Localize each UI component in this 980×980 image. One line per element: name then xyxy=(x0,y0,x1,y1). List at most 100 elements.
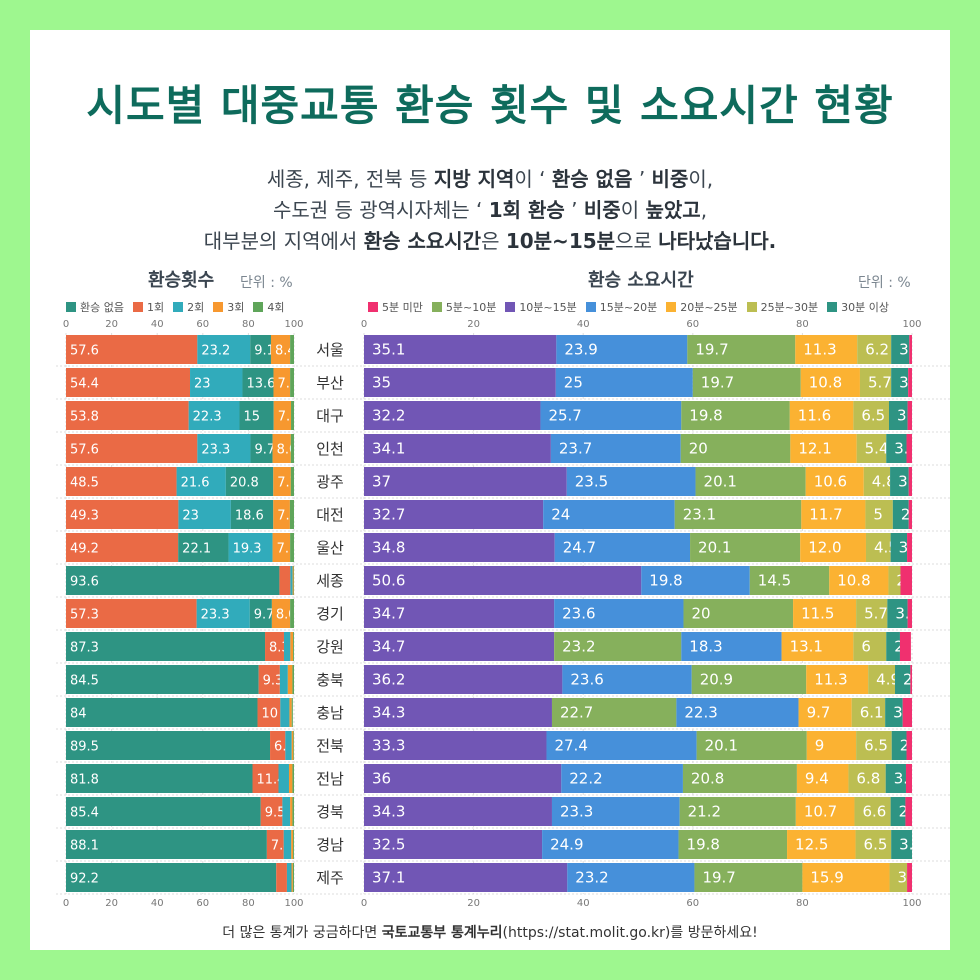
subtitle-text: 세종, 제주, 전북 등 xyxy=(266,167,434,191)
bar-segment xyxy=(66,797,261,826)
left-chart-legend: 환승 없음 1회 2회 3회 4회 xyxy=(66,299,284,315)
bar-segment xyxy=(364,401,541,430)
bar-value-label: 20 xyxy=(691,605,710,623)
bar-value-label: 10.7 xyxy=(804,803,837,821)
bar-value-label: 23.9 xyxy=(564,341,597,359)
bar-segment xyxy=(178,500,231,529)
bar-segment xyxy=(805,467,864,496)
bar-value-label: 34.7 xyxy=(372,605,405,623)
bar-segment xyxy=(364,434,551,463)
x-tick-label-top: 80 xyxy=(796,319,809,330)
bar-segment xyxy=(908,500,912,529)
bar-value-label: 15.9 xyxy=(810,869,843,887)
bar-segment xyxy=(273,500,290,529)
bar-segment xyxy=(280,698,290,727)
bar-value-label: 34.8 xyxy=(372,539,405,557)
bar-segment xyxy=(249,599,272,628)
subtitle-text: 환승 없음 xyxy=(551,167,633,191)
subtitle-text: 이, xyxy=(688,167,714,191)
bar-segment xyxy=(890,467,909,496)
bar-value-label: 10.8 xyxy=(837,572,870,590)
bar-segment xyxy=(364,797,552,826)
x-tick-label-bottom: 60 xyxy=(196,898,209,909)
bar-value-label: 21.2 xyxy=(688,803,721,821)
bar-value-label: 6.6 xyxy=(862,803,886,821)
bar-value-label: 23.2 xyxy=(201,344,230,359)
legend-swatch xyxy=(368,302,378,312)
bar-value-label: 22.3 xyxy=(684,704,717,722)
bar-value-label: 19.7 xyxy=(702,869,735,887)
bar-segment xyxy=(290,632,294,661)
bar-value-label: 7.6 xyxy=(278,410,299,425)
bar-segment xyxy=(290,797,293,826)
bar-segment xyxy=(905,764,912,793)
left-chart-title: 환승횟수 xyxy=(148,270,215,291)
bar-segment xyxy=(863,467,891,496)
bar-segment xyxy=(282,797,291,826)
legend-label: 환승 없음 xyxy=(80,301,124,314)
subtitle-text: 으로 xyxy=(615,229,659,253)
x-tick-label-top: 20 xyxy=(467,319,480,330)
bar-segment xyxy=(257,698,281,727)
region-label: 대전 xyxy=(316,506,344,524)
bar-value-label: 11.3 xyxy=(803,341,836,359)
bar-value-label: 19.7 xyxy=(701,374,734,392)
x-tick-label-top: 40 xyxy=(577,319,590,330)
bar-segment xyxy=(66,566,280,595)
bar-segment xyxy=(66,335,198,364)
bar-segment xyxy=(888,401,908,430)
legend-swatch xyxy=(213,302,224,312)
subtitle-text: ’ xyxy=(564,198,584,222)
bar-segment xyxy=(289,500,294,529)
bar-segment xyxy=(364,533,555,562)
bar-segment xyxy=(290,368,294,397)
x-tick-label-top: 0 xyxy=(361,319,367,330)
bar-value-label: 19.8 xyxy=(649,572,682,590)
bar-segment xyxy=(278,764,289,793)
bar-segment xyxy=(680,434,791,463)
subtitle-text: , xyxy=(700,198,708,222)
bar-value-label: 32.7 xyxy=(372,506,405,524)
legend-label: 5분~10분 xyxy=(445,301,497,314)
bar-value-label: 23.2 xyxy=(575,869,608,887)
bar-segment xyxy=(806,665,869,694)
bar-segment xyxy=(230,500,274,529)
bar-segment xyxy=(682,764,797,793)
bar-segment xyxy=(854,797,891,826)
legend-swatch xyxy=(746,302,757,312)
legend-label: 15분~20분 xyxy=(599,301,658,314)
bar-segment xyxy=(683,599,794,628)
bar-segment xyxy=(554,632,682,661)
bar-segment xyxy=(910,665,912,694)
region-label: 경남 xyxy=(316,836,344,854)
bar-value-label: 23.7 xyxy=(559,440,592,458)
bar-segment xyxy=(273,368,291,397)
legend-item: 25분~30분 xyxy=(746,299,818,315)
legend-label: 30분 이상 xyxy=(841,301,889,314)
bar-segment xyxy=(66,863,277,892)
bar-value-label: 23.3 xyxy=(201,443,230,458)
bar-value-label: 9.7 xyxy=(254,443,275,458)
x-tick-label-bottom: 40 xyxy=(151,898,164,909)
bar-segment xyxy=(293,731,294,760)
bar-segment xyxy=(197,434,251,463)
bar-value-label: 85.4 xyxy=(70,806,99,821)
subtitle-text: 10분~15분 xyxy=(505,229,616,253)
bar-value-label: 21.6 xyxy=(181,476,210,491)
bar-value-label: 11.7 xyxy=(809,506,842,524)
bar-value-label: 5.4 xyxy=(865,440,889,458)
subtitle-text: 환승 소요시간 xyxy=(363,229,482,253)
bar-segment xyxy=(271,599,291,628)
legend-swatch xyxy=(827,302,838,312)
bar-segment xyxy=(890,533,908,562)
x-tick-label-top: 60 xyxy=(196,319,209,330)
bar-segment xyxy=(907,533,912,562)
x-tick-label-bottom: 20 xyxy=(105,898,118,909)
bar-value-label: 20.1 xyxy=(705,737,738,755)
legend-label: 5분 미만 xyxy=(382,301,423,314)
bar-segment xyxy=(561,764,683,793)
bar-value-label: 19.8 xyxy=(687,836,720,854)
bar-segment xyxy=(909,335,912,364)
bar-value-label: 3.7 xyxy=(895,605,919,623)
